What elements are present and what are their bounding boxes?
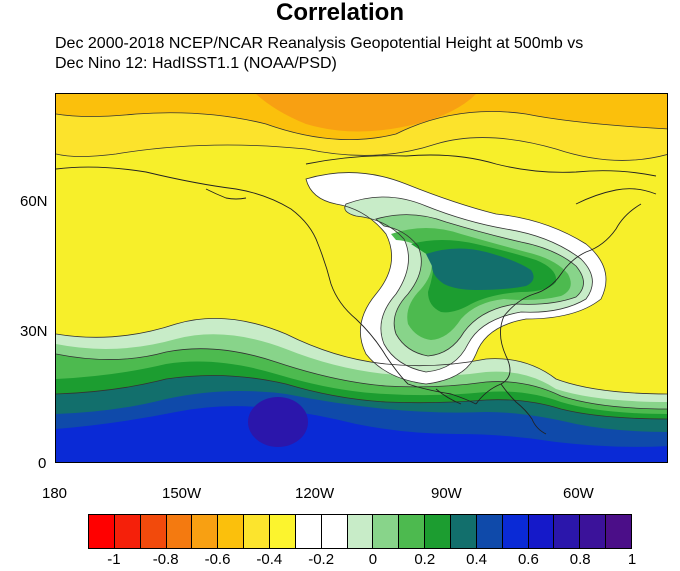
x-tick-label-60w: 60W <box>563 485 594 502</box>
colorbar-tick-label: -0.6 <box>204 551 231 568</box>
field-lobe-teal <box>426 248 534 290</box>
x-tick-label-90w: 90W <box>431 485 462 502</box>
colorbar-swatch <box>321 515 348 548</box>
field-peak-purple <box>248 397 308 447</box>
colorbar-swatch <box>218 515 245 548</box>
colorbar-swatch <box>295 515 322 548</box>
colorbar-tick-label: -1 <box>107 551 121 568</box>
colorbar-swatch <box>554 515 581 548</box>
contour-lines <box>56 111 667 420</box>
colorbar-tick-label: 0.2 <box>414 551 436 568</box>
colorbar-swatch <box>399 515 426 548</box>
colorbar-swatch <box>502 515 529 548</box>
x-tick-label-120w: 120W <box>295 485 335 502</box>
colorbar-swatch <box>373 515 400 548</box>
field-band-orange <box>256 94 476 132</box>
colorbar-swatch <box>166 515 193 548</box>
colorbar-swatch <box>89 515 115 548</box>
colorbar-tick-label: -0.8 <box>152 551 179 568</box>
colorbar-swatch <box>528 515 555 548</box>
colorbar <box>88 514 632 549</box>
colorbar-tick-label: -0.4 <box>256 551 283 568</box>
colorbar-swatch <box>270 515 296 548</box>
plot-subtitle-line1: Dec 2000-2018 NCEP/NCAR Reanalysis Geopo… <box>55 35 584 52</box>
colorbar-tick-label: 1 <box>627 551 637 568</box>
colorbar-swatch <box>476 515 503 548</box>
colorbar-swatch <box>114 515 141 548</box>
colorbar-swatch <box>244 515 271 548</box>
colorbar-swatch <box>580 515 607 548</box>
plot-title: Correlation <box>275 0 404 26</box>
colorbar-swatch <box>606 515 632 548</box>
plot-subtitle-line2: Dec Nino 12: HadISST1.1 (NOAA/PSD) <box>55 55 337 72</box>
colorbar-swatch <box>192 515 219 548</box>
y-tick-label-60n: 60N <box>20 193 48 210</box>
x-tick-label-180: 180 <box>42 485 68 502</box>
coastlines <box>56 154 657 435</box>
field-band-deep-blue-tropics <box>56 406 667 462</box>
y-tick-label-0: 0 <box>38 455 47 472</box>
colorbar-tick-label: 0.4 <box>466 551 487 568</box>
colorbar-swatch <box>451 515 477 548</box>
colorbar-tick-label: -0.2 <box>308 551 335 568</box>
colorbar-swatch <box>425 515 452 548</box>
y-tick-label-30n: 30N <box>20 323 48 340</box>
colorbar-tick-label: 0 <box>368 551 378 568</box>
colorbar-tick-label: 0.8 <box>569 551 591 568</box>
colorbar-tick-label: 0.6 <box>517 551 539 568</box>
colorbar-swatch <box>347 515 374 548</box>
map-svg <box>56 94 667 462</box>
correlation-map <box>55 93 668 463</box>
x-tick-label-150w: 150W <box>162 485 202 502</box>
colorbar-swatch <box>140 515 167 548</box>
